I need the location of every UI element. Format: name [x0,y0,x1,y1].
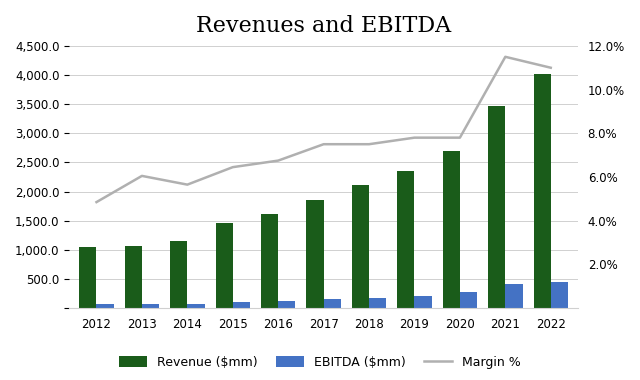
Bar [261,214,278,308]
Bar [443,151,460,308]
Margin % [456,135,464,140]
Bar [534,74,551,308]
Bar [233,302,250,308]
Bar [415,296,432,308]
Margin % [275,158,282,163]
Bar [216,223,233,308]
Bar [307,200,324,308]
Bar [188,304,205,308]
Legend: Revenue ($mm), EBITDA ($mm), Margin %: Revenue ($mm), EBITDA ($mm), Margin % [115,351,525,374]
Margin % [365,142,373,146]
Bar [97,304,114,308]
Margin % [411,135,419,140]
Bar [460,292,477,308]
Bar [551,282,568,308]
Line: Margin %: Margin % [97,57,551,202]
Margin % [547,65,555,70]
Margin % [320,142,328,146]
Margin % [93,200,100,204]
Margin % [229,165,237,169]
Title: Revenues and EBITDA: Revenues and EBITDA [196,15,451,37]
Bar [506,284,523,308]
Bar [324,299,341,308]
Margin % [184,182,191,187]
Bar [369,298,387,308]
Bar [170,241,188,308]
Bar [79,247,97,308]
Bar [352,185,369,308]
Margin % [138,174,146,178]
Bar [142,304,159,308]
Bar [125,246,142,308]
Margin % [502,55,509,59]
Bar [488,106,506,308]
Bar [397,171,415,308]
Bar [278,301,296,308]
